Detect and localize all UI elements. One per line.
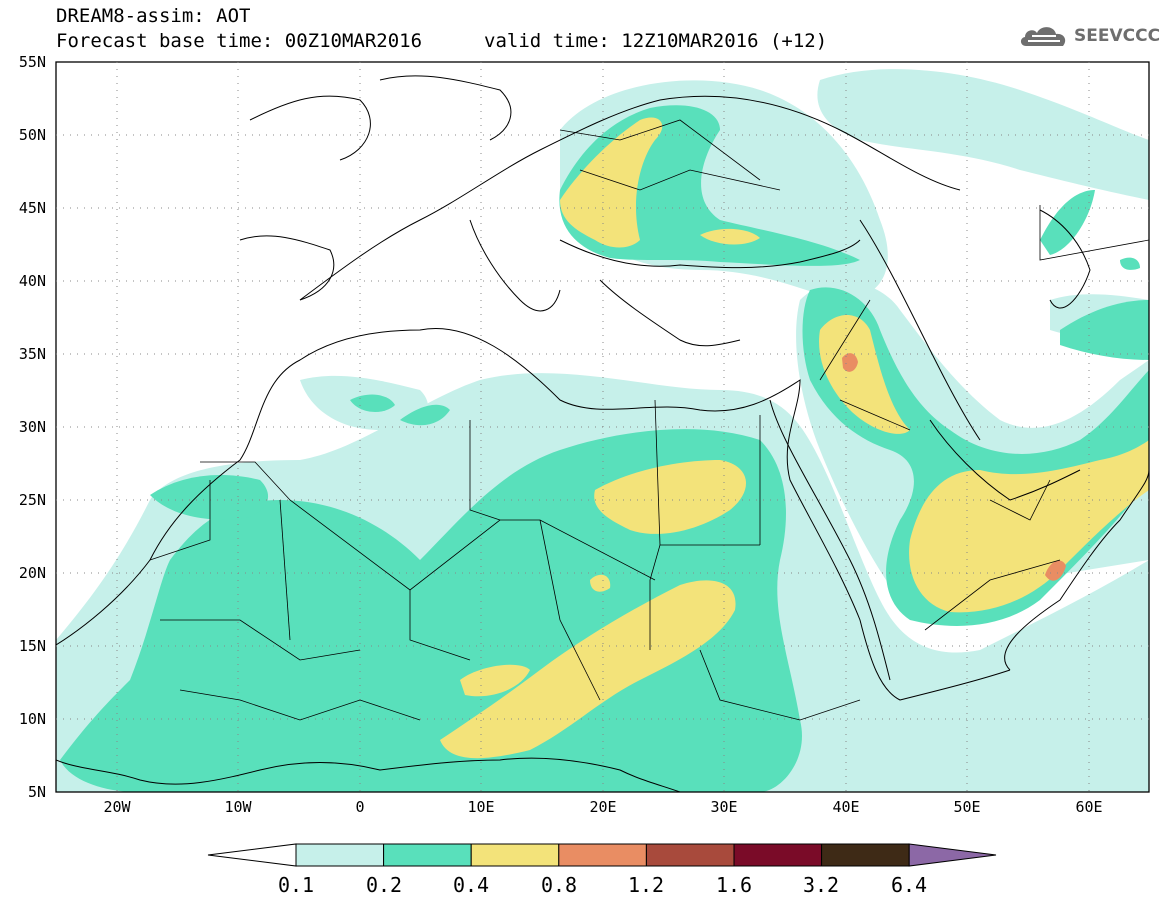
map-title: DREAM8-assim: AOT: [56, 5, 251, 27]
logo-text: SEEVCCC: [1074, 26, 1161, 46]
lat-label: 5N: [27, 783, 46, 801]
colorbar-label: 0.4: [452, 873, 490, 897]
lat-label: 15N: [18, 637, 46, 655]
lat-label: 30N: [18, 418, 46, 436]
lat-label: 35N: [18, 345, 46, 363]
lat-label: 25N: [18, 491, 46, 509]
graticule: [56, 62, 1149, 792]
lon-label: 10E: [467, 798, 495, 816]
lon-label: 40E: [832, 798, 860, 816]
lat-label: 20N: [18, 564, 46, 582]
country-borders: [149, 119, 1149, 721]
lon-label: 0: [355, 798, 365, 816]
logo: SEEVCCC: [1018, 22, 1160, 50]
lat-label: 55N: [18, 53, 46, 71]
colorbar-label: 3.2: [802, 873, 840, 897]
aot-level-0.8: [842, 353, 1066, 581]
base-time: Forecast base time: 00Z10MAR2016: [56, 30, 423, 52]
lon-label: 10W: [224, 798, 252, 816]
colorbar-label: 1.2: [627, 873, 665, 897]
lon-label: 20E: [589, 798, 617, 816]
lon-label: 30E: [710, 798, 738, 816]
lat-label: 10N: [18, 710, 46, 728]
lon-label: 20W: [103, 798, 131, 816]
colorbar-label: 0.2: [365, 873, 403, 897]
colorbar-label: 6.4: [890, 873, 928, 897]
colorbar-label: 0.8: [540, 873, 578, 897]
aot-level-0.4: [440, 117, 1149, 759]
cloud-icon: [1020, 27, 1066, 46]
colorbar-label: 1.6: [715, 873, 753, 897]
lat-label: 50N: [18, 126, 46, 144]
lon-label: 60E: [1075, 798, 1103, 816]
lat-label: 40N: [18, 272, 46, 290]
lon-label: 50E: [953, 798, 981, 816]
colorbar-label: 0.1: [277, 873, 315, 897]
aot-field: [56, 69, 1149, 792]
coastlines: [56, 75, 1149, 792]
valid-time: valid time: 12Z10MAR2016 (+12): [484, 30, 828, 52]
lat-label: 45N: [18, 199, 46, 217]
